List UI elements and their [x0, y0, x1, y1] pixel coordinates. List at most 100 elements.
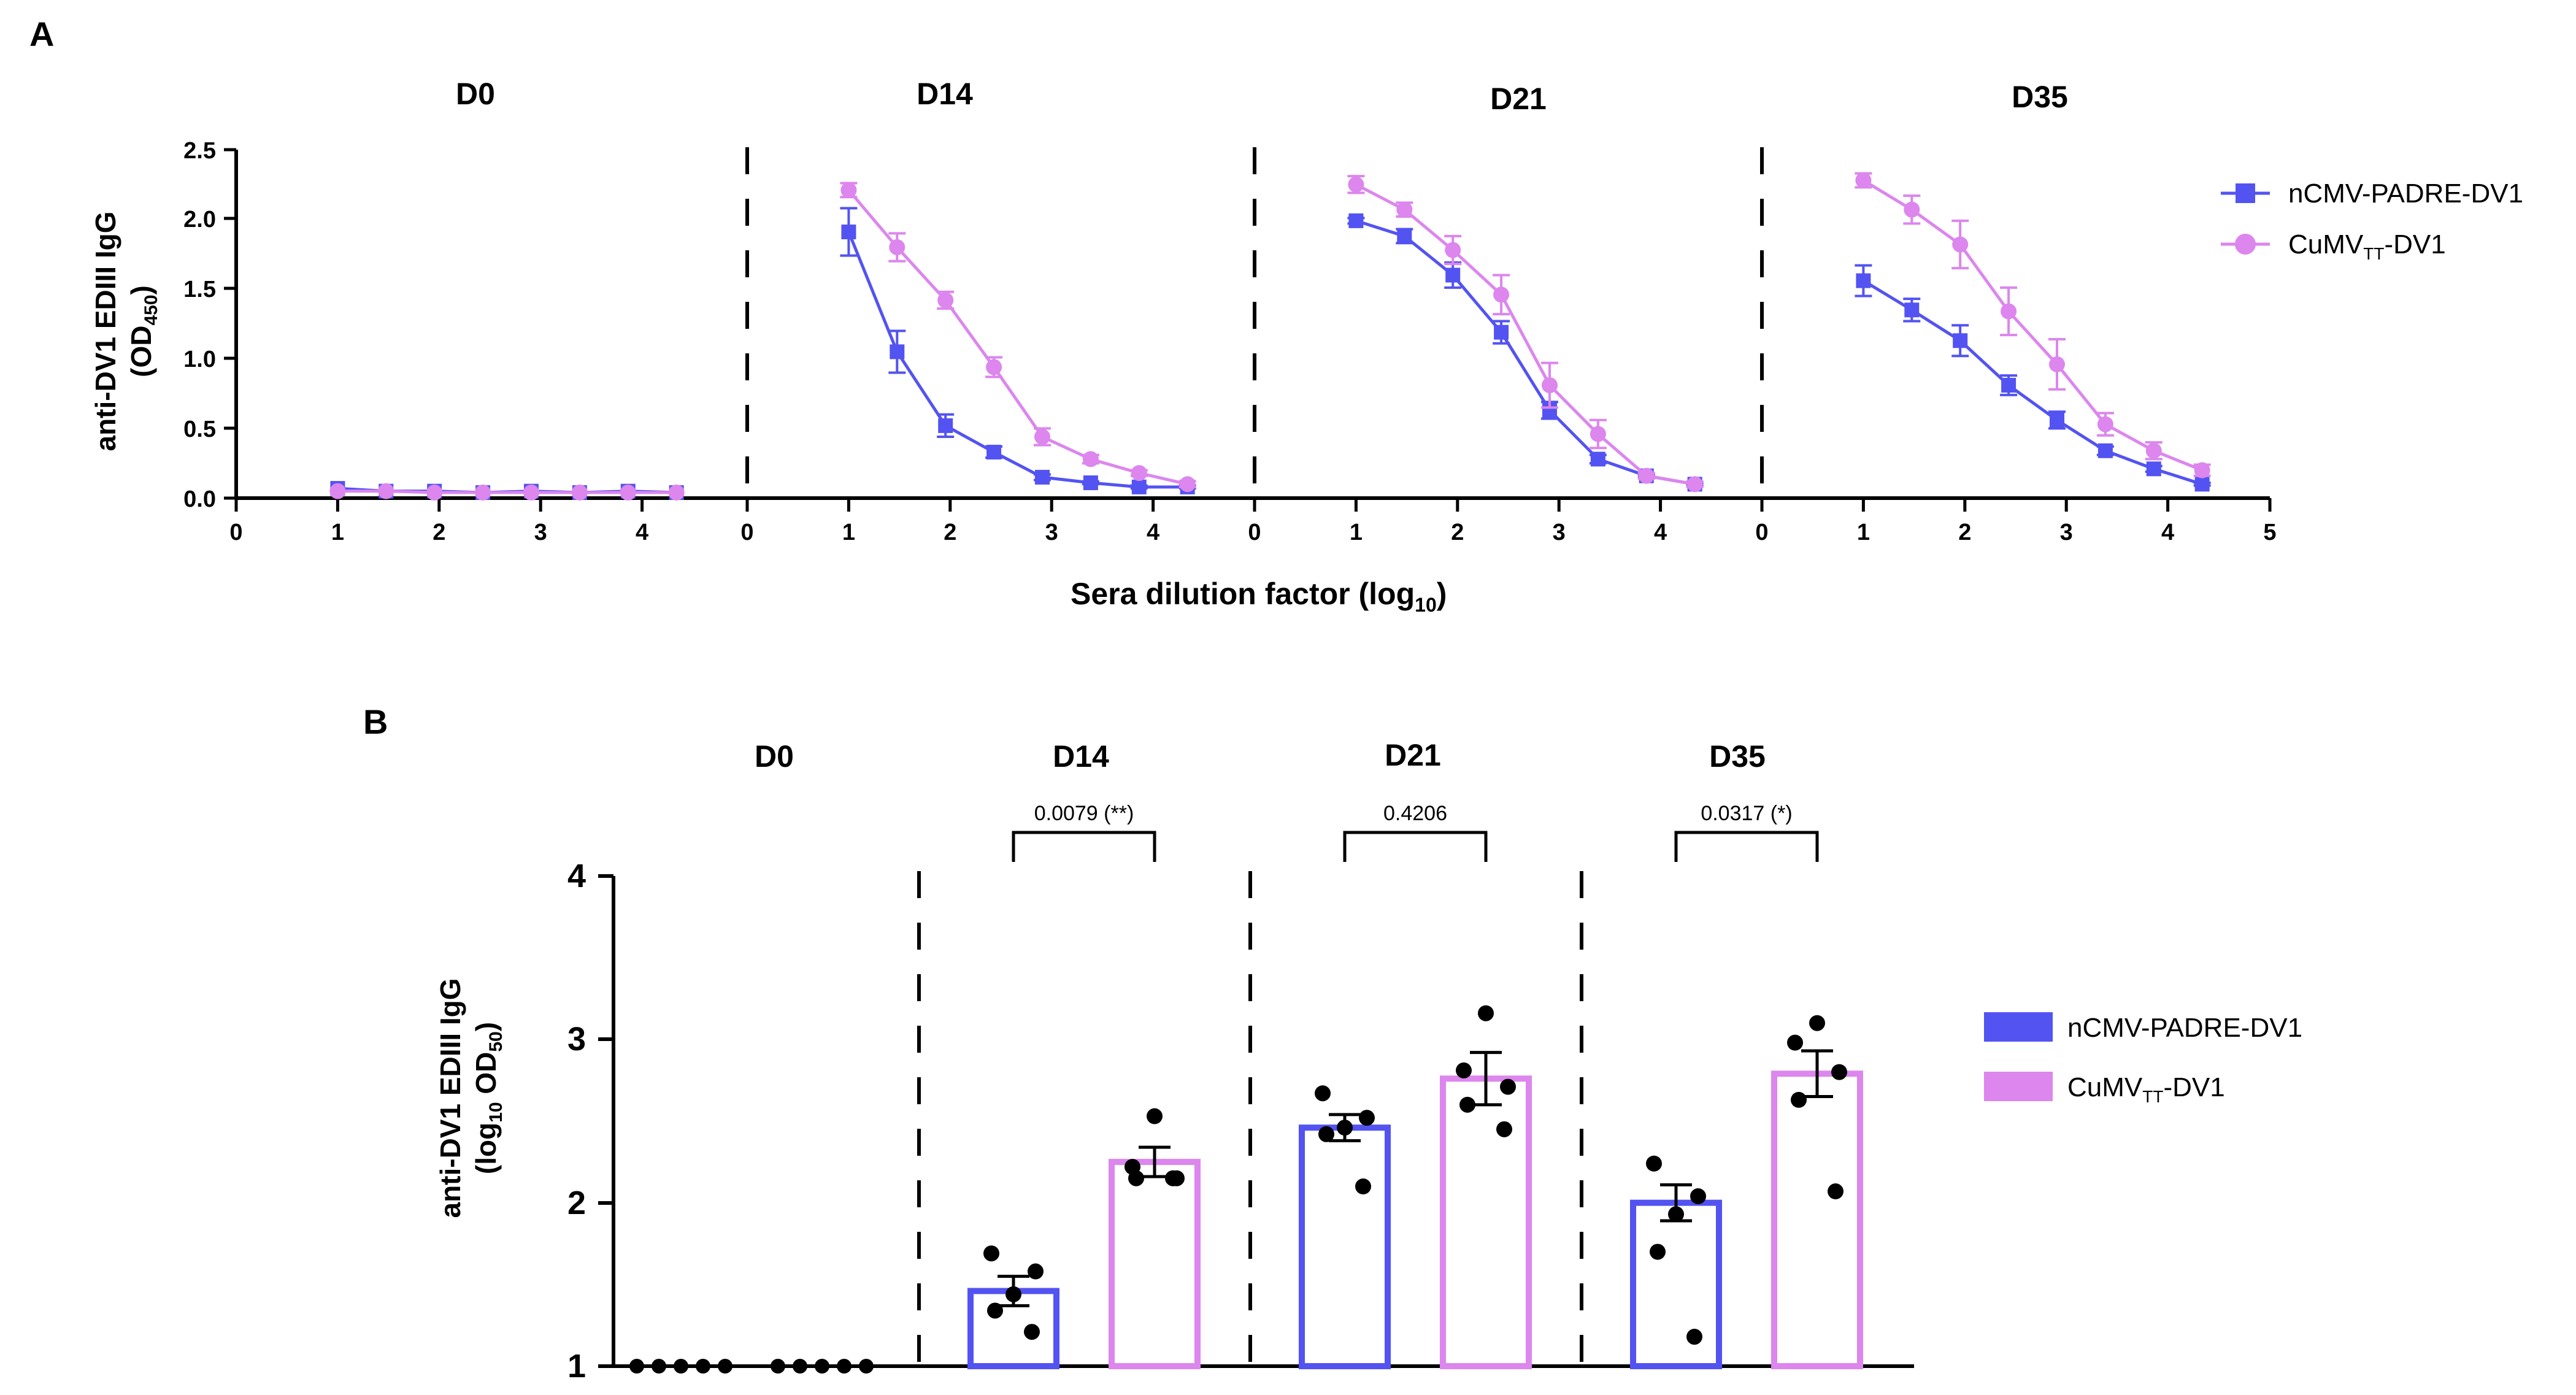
panel-b-title-d21: D21	[1385, 738, 1441, 772]
a-xtick-label-p1-3: 3	[1045, 520, 1058, 545]
panel-b-plot: 0.0079 (**) 0.4206 0.0317 (*)	[629, 802, 1863, 1374]
a-xtick-label-p2-0: 0	[1248, 520, 1261, 545]
b-D21-blue-point-4	[1355, 1178, 1371, 1195]
a-D21-pink-point-6	[1638, 467, 1655, 484]
panel-a-label: A	[29, 15, 54, 53]
a-D0-pink-point-2	[426, 484, 443, 501]
a-D35-blue-point-5	[2097, 443, 2113, 458]
b-D14-pink-point-0	[1147, 1108, 1163, 1124]
a-D21-pink-point-1	[1396, 201, 1413, 218]
b-D14-blue-point-2	[1005, 1286, 1021, 1302]
panel-a-title-d35: D35	[2012, 80, 2068, 114]
b-D35-blue-point-3	[1650, 1243, 1666, 1260]
b-D35-blue-point-0	[1646, 1155, 1662, 1172]
a-xtick-label-p3-4: 4	[2161, 520, 2174, 545]
a-legend-pink-pre: CuMV	[2288, 229, 2364, 259]
b-D21-pink-point-4	[1496, 1121, 1512, 1137]
a-ylab-sub-idx: 450	[141, 294, 161, 325]
a-ylab-sub-pre: (OD	[125, 326, 157, 377]
b-D21-pink-bar	[1440, 1075, 1532, 1369]
b-D35-pink-bar	[1771, 1070, 1863, 1369]
b-legend-pink-label: CuMVTT-DV1	[2067, 1072, 2225, 1106]
a-D14-pink-point-5	[1082, 451, 1099, 467]
a-D35-pink-point-3	[2001, 303, 2017, 320]
b-D21-pink-point-1	[1456, 1062, 1472, 1078]
b-D35-pink-point-2	[1831, 1064, 1847, 1080]
b-D21-blue-point-2	[1337, 1120, 1353, 1136]
a-D0-pink-point-4	[523, 484, 539, 501]
a-D14-blue-point-1	[890, 344, 905, 359]
a-xtick-label-p2-3: 3	[1553, 520, 1566, 545]
panel-a-title-d0: D0	[456, 77, 495, 111]
panel-b-title-d0: D0	[755, 739, 794, 774]
a-xtick-label-p0-0: 0	[229, 520, 242, 545]
b-D21-p-value: 0.4206	[1383, 802, 1447, 825]
a-D14-blue-point-2	[938, 418, 953, 433]
b-ylab-sub-idx2: 50	[486, 1031, 506, 1051]
a-D21-pink-point-0	[1348, 176, 1364, 193]
a-D35-blue-point-0	[1856, 273, 1871, 288]
a-D14-blue-point-4	[1034, 469, 1050, 485]
a-D21-pink-point-5	[1590, 426, 1606, 442]
b-ylab-sub-pre: (log	[470, 1123, 502, 1174]
b-D0-blue-point-3	[696, 1359, 710, 1374]
b-D0-blue-point-4	[718, 1359, 732, 1374]
b-D35-significance-bracket	[1674, 831, 1819, 862]
a-D14-blue-point-6	[1131, 479, 1147, 494]
panel-a-x-label: Sera dilution factor (log10)	[1071, 577, 1447, 616]
a-D0-pink-point-1	[378, 483, 394, 499]
panel-a-legend: nCMV-PADRE-DV1 CuMVTT-DV1	[2221, 179, 2523, 263]
b-D14-blue-point-4	[1024, 1324, 1040, 1340]
a-D14-pink-point-3	[986, 359, 1002, 375]
a-ytick-label-2: 1.0	[183, 347, 216, 372]
b-ytick-label-2: 2	[567, 1185, 586, 1221]
a-D21-blue-point-5	[1590, 452, 1605, 467]
b-D21-significance-bracket	[1343, 831, 1488, 862]
a-D21-pink-point-7	[1686, 476, 1703, 493]
a-D14-pink-point-4	[1034, 429, 1050, 445]
b-D14-blue-point-0	[983, 1245, 999, 1262]
a-D21-blue-point-3	[1494, 325, 1509, 340]
a-D21-blue-point-0	[1348, 213, 1364, 228]
b-D21-blue-point-3	[1318, 1126, 1334, 1142]
a-D35-pink-point-7	[2194, 462, 2210, 478]
a-D0-pink-point-6	[620, 484, 636, 501]
a-xlab-end: )	[1437, 577, 1447, 611]
a-D0-pink-point-3	[475, 484, 491, 501]
a-ytick-label-1: 0.5	[183, 417, 216, 442]
a-ytick-label-0: 0.0	[183, 486, 216, 512]
panel-b-label: B	[363, 702, 388, 741]
b-D35-blue-point-4	[1686, 1329, 1702, 1345]
b-D14-significance-bracket	[1012, 831, 1156, 862]
b-D0-pink-point-1	[793, 1359, 807, 1374]
b-ytick-label-3: 3	[567, 1021, 586, 1058]
a-D14-pink-point-7	[1179, 476, 1196, 493]
b-legend-pink-sub: TT	[2142, 1087, 2163, 1106]
panel-b-legend: nCMV-PADRE-DV1 CuMVTT-DV1	[1984, 1012, 2302, 1106]
a-legend-blue-square-icon	[2236, 183, 2255, 203]
panel-a-plot: 0 1 2 3 4 0 1 2 3 4 0 1 2 3 4 0 1 2 3 4 5	[229, 172, 2277, 545]
panel-b-y-label: anti-DV1 EDIII IgG	[434, 978, 466, 1218]
a-D35-blue-point-2	[1953, 333, 1968, 348]
a-D0-pink-point-7	[668, 484, 685, 501]
b-D35-blue-bar	[1630, 1199, 1722, 1369]
panel-a-title-d21: D21	[1490, 82, 1547, 116]
a-D14-pink-point-1	[889, 239, 905, 256]
b-D14-pink-point-3	[1128, 1170, 1144, 1186]
a-xtick-label-p1-4: 4	[1147, 520, 1159, 545]
b-D35-pink-point-3	[1791, 1091, 1807, 1108]
a-D35-pink-point-6	[2145, 442, 2162, 459]
b-D35-pink-point-0	[1809, 1015, 1825, 1031]
b-ylab-sub-idx: 10	[486, 1102, 506, 1122]
a-D14-pink-point-6	[1131, 465, 1147, 482]
a-xtick-label-p3-3: 3	[2060, 520, 2073, 545]
a-D14-pink-point-0	[840, 182, 857, 198]
b-D21-pink-point-2	[1500, 1078, 1516, 1095]
panel-a-y-ticks: 0.0 0.5 1.0 1.5 2.0 2.5	[183, 138, 236, 512]
b-legend-pink-swatch	[1984, 1072, 2053, 1101]
b-D21-blue-point-1	[1359, 1110, 1375, 1126]
a-xtick-label-p0-4: 4	[636, 520, 648, 545]
b-D21-pink-point-0	[1478, 1005, 1494, 1021]
b-D0-pink-point-0	[771, 1359, 785, 1374]
